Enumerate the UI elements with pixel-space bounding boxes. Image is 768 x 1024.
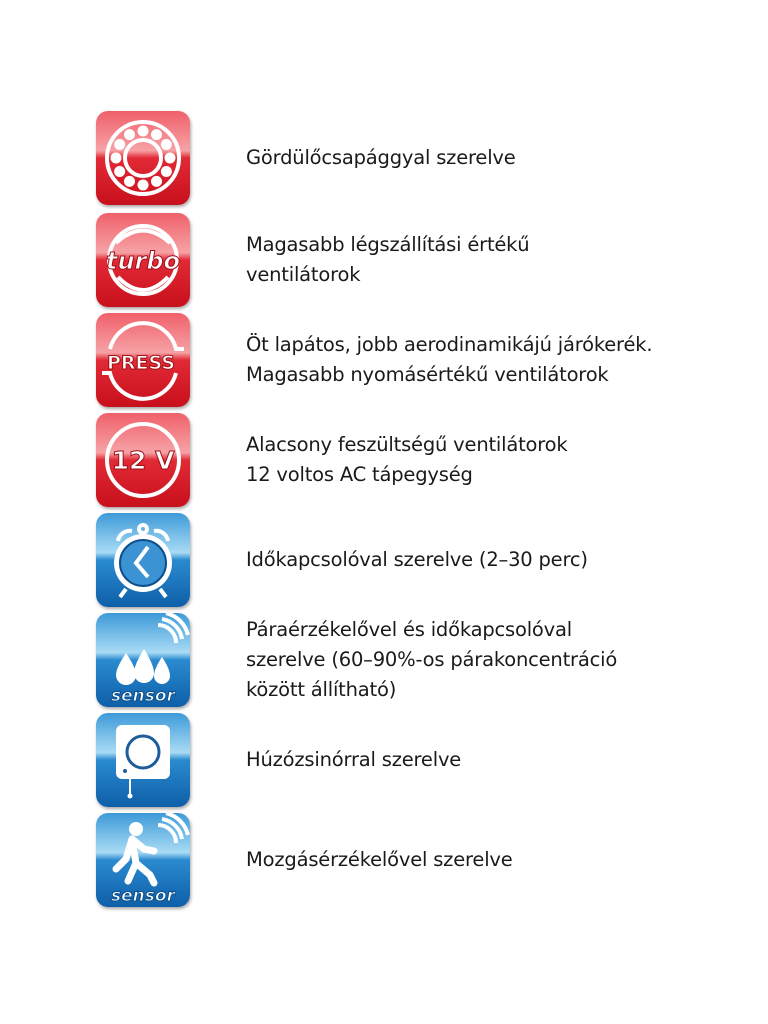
feature-description: Öt lapátos, jobb aerodinamikájú járókeré… xyxy=(246,313,653,407)
feature-description: Időkapcsolóval szerelve (2–30 perc) xyxy=(246,513,588,607)
icon-label: 12 V xyxy=(112,446,175,475)
feature-description: Gördülőcsapággyal szerelve xyxy=(246,111,516,205)
feature-description: Alacsony feszültségű ventilátorok 12 volt… xyxy=(246,413,568,507)
feature-item: Húzózsinórral szerelve xyxy=(96,713,756,807)
ball-bearing-icon xyxy=(96,111,190,205)
turbo-icon: turbo xyxy=(96,213,190,307)
feature-item: 12 V Alacsony feszültségű ventilátorok 12… xyxy=(96,413,756,507)
feature-text-line: Páraérzékelővel és időkapcsolóval xyxy=(246,618,572,641)
feature-item: Gördülőcsapággyal szerelve xyxy=(96,111,756,205)
feature-item: turbo Magasabb légszállítási értékű venti… xyxy=(96,213,756,307)
feature-text-line: Gördülőcsapággyal szerelve xyxy=(246,146,516,169)
feature-text-line: között állítható) xyxy=(246,678,397,701)
feature-text-line: szerelve (60–90%-os párakoncentráció xyxy=(246,648,618,671)
feature-text-line: Magasabb légszállítási értékű xyxy=(246,233,530,256)
icon-label: PRESS xyxy=(107,352,175,374)
icon-label: sensor xyxy=(111,886,177,906)
feature-description: Mozgásérzékelővel szerelve xyxy=(246,813,513,907)
feature-text-line: Öt lapátos, jobb aerodinamikájú járókeré… xyxy=(246,333,653,356)
feature-item: Időkapcsolóval szerelve (2–30 perc) xyxy=(96,513,756,607)
pull-cord-icon xyxy=(96,713,190,807)
icon-label: sensor xyxy=(111,686,177,706)
feature-item: sensor Páraérzékelővel és időkapcsolóval… xyxy=(96,613,756,707)
feature-item: PRESS Öt lapátos, jobb aerodinamikájú já… xyxy=(96,313,756,407)
press-icon: PRESS xyxy=(96,313,190,407)
feature-text-line: Magasabb nyomásértékű ventilátorok xyxy=(246,363,609,386)
feature-text-line: ventilátorok xyxy=(246,263,361,286)
feature-description: Húzózsinórral szerelve xyxy=(246,713,461,807)
feature-text-line: 12 voltos AC tápegység xyxy=(246,463,473,486)
feature-text-line: Húzózsinórral szerelve xyxy=(246,748,462,771)
motion-sensor-icon: sensor xyxy=(96,813,190,907)
feature-item: sensor Mozgásérzékelővel szerelve xyxy=(96,813,756,907)
feature-description: Magasabb légszállítási értékű ventilátoro… xyxy=(246,213,530,307)
feature-text-line: Mozgásérzékelővel szerelve xyxy=(246,848,513,871)
feature-text-line: Időkapcsolóval szerelve (2–30 perc) xyxy=(246,548,588,571)
alarm-clock-icon xyxy=(96,513,190,607)
humidity-sensor-icon: sensor xyxy=(96,613,190,707)
feature-text-line: Alacsony feszültségű ventilátorok xyxy=(246,433,568,456)
icon-label: turbo xyxy=(106,247,180,275)
12v-icon: 12 V xyxy=(96,413,190,507)
feature-description: Páraérzékelővel és időkapcsolóval szerelv… xyxy=(246,613,617,707)
